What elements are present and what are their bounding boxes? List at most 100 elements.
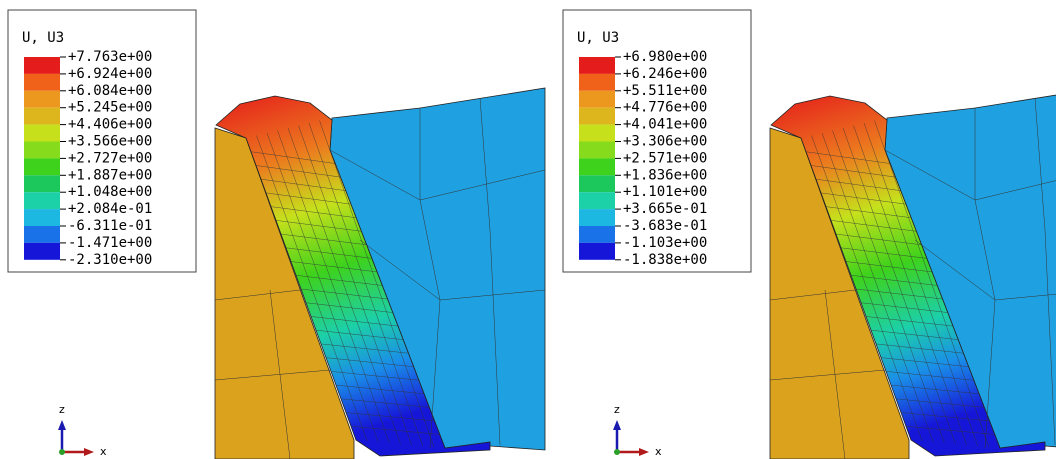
mesh-line <box>821 132 934 443</box>
mesh-line <box>895 398 985 408</box>
mesh-line <box>974 108 996 449</box>
legend-label: +3.306e+00 <box>623 134 707 150</box>
legend-label: +1.101e+00 <box>623 184 707 200</box>
legend-label: +1.887e+00 <box>68 167 152 183</box>
legend-swatch <box>579 107 615 125</box>
weld <box>770 95 1046 457</box>
mesh-line <box>255 165 341 178</box>
legend-label: +2.084e-01 <box>68 201 152 217</box>
mesh-line <box>345 412 435 422</box>
triad-z-label: z <box>614 403 620 416</box>
mesh-line <box>265 192 351 205</box>
legend-swatch <box>24 107 60 125</box>
mesh-line <box>277 130 390 444</box>
legend-label: +6.246e+00 <box>623 66 707 82</box>
mesh-line <box>256 135 368 442</box>
mesh-line <box>285 247 372 259</box>
legend-label: +3.566e+00 <box>68 134 152 150</box>
legend-swatch <box>579 57 615 74</box>
base-plate <box>214 127 355 459</box>
legend-label: -1.471e+00 <box>68 235 152 251</box>
legend-swatch <box>24 158 60 176</box>
mesh-line <box>320 343 409 354</box>
mesh-line <box>810 165 896 178</box>
mesh-line <box>832 130 945 444</box>
legend-swatch <box>24 175 60 193</box>
triad-z-label: z <box>59 403 65 416</box>
mesh-line <box>900 412 990 422</box>
legend-label: +6.980e+00 <box>623 49 707 65</box>
legend-swatch <box>579 192 615 210</box>
mesh-line <box>824 289 846 459</box>
legend-swatch <box>579 141 615 159</box>
legend-label: +1.048e+00 <box>68 184 152 200</box>
mesh-line <box>214 289 301 301</box>
legend-label: +6.084e+00 <box>68 83 152 99</box>
mesh-line <box>260 178 346 191</box>
legend-swatch <box>24 57 60 74</box>
mesh-line <box>298 125 412 446</box>
mesh-line <box>287 127 401 445</box>
legend-swatch <box>579 124 615 142</box>
mesh-line <box>270 206 357 218</box>
legend-swatch <box>579 175 615 193</box>
mesh-line <box>840 247 927 259</box>
mesh-line <box>350 426 440 435</box>
legend-label: +1.836e+00 <box>623 167 707 183</box>
mesh-line <box>308 122 423 447</box>
legend-label: +5.511e+00 <box>623 83 707 99</box>
mesh-line <box>300 288 388 300</box>
mesh-line <box>330 371 419 381</box>
mesh-line <box>890 384 980 395</box>
mesh-line <box>335 384 425 395</box>
legend-label: +5.245e+00 <box>68 100 152 116</box>
mesh-line <box>295 275 383 286</box>
mesh-line <box>315 329 404 340</box>
triad-origin <box>59 449 65 455</box>
legend-label: +4.406e+00 <box>68 117 152 133</box>
legend-swatch <box>579 90 615 108</box>
legend-swatch <box>24 226 60 243</box>
mesh-line <box>905 426 995 435</box>
mesh-line <box>830 220 917 232</box>
mesh-line <box>842 127 956 445</box>
mesh-line <box>275 220 362 232</box>
mesh-line <box>319 120 435 448</box>
legend-title: U, U3 <box>577 30 619 46</box>
legend-swatch <box>579 73 615 91</box>
mesh-line <box>825 206 912 218</box>
mesh-line <box>280 233 367 246</box>
triad-x-label: x <box>100 445 107 458</box>
legend-swatch <box>24 141 60 159</box>
mesh-line <box>340 398 430 408</box>
base-plate <box>769 127 910 459</box>
legend-label: +2.727e+00 <box>68 150 152 166</box>
mesh-line <box>214 369 331 381</box>
mesh-line <box>874 120 990 448</box>
legend-label: -1.838e+00 <box>623 252 707 268</box>
legend-swatch <box>24 90 60 108</box>
triad-origin <box>614 449 620 455</box>
mesh-line <box>820 192 906 205</box>
legend-swatch <box>579 209 615 226</box>
triad-x-head <box>84 448 94 456</box>
legend-title: U, U3 <box>22 30 64 46</box>
triad-x-head <box>639 448 649 456</box>
mesh-line <box>845 261 933 273</box>
legend-swatch <box>24 192 60 210</box>
legend-swatch <box>579 226 615 243</box>
mesh-line <box>419 108 441 449</box>
mesh-line <box>305 302 393 313</box>
legend-swatch <box>24 209 60 226</box>
legend-swatch <box>24 242 60 260</box>
mesh-line <box>769 369 886 381</box>
mesh-line <box>250 151 336 164</box>
mesh-line <box>269 289 291 459</box>
mesh-line <box>863 122 978 447</box>
mesh-line <box>850 275 938 286</box>
mesh-line <box>815 178 901 191</box>
legend-label: +4.041e+00 <box>623 117 707 133</box>
panel: U, U3+7.763e+00+6.924e+00+6.084e+00+5.24… <box>7 9 546 459</box>
